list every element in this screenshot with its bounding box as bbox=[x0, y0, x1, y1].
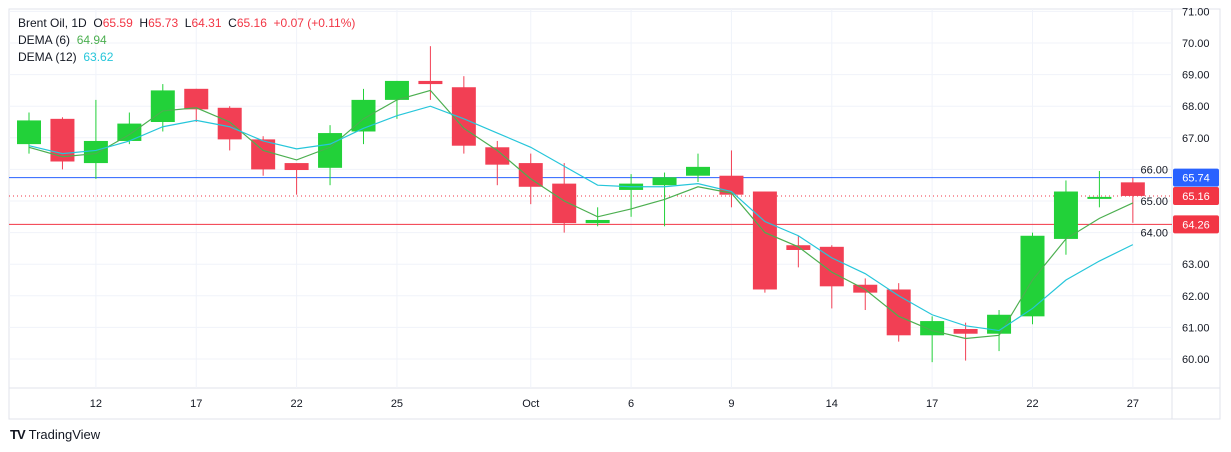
candle-body bbox=[920, 321, 945, 336]
brand-name: TradingView bbox=[28, 427, 101, 442]
legend-dema6[interactable]: DEMA (6) 64.94 bbox=[18, 32, 355, 49]
candle-body bbox=[217, 107, 242, 140]
candle-body bbox=[50, 118, 75, 162]
time-tick-label: 12 bbox=[90, 398, 102, 410]
price-tick-label: 70.00 bbox=[1182, 38, 1210, 50]
candle-body bbox=[886, 289, 911, 336]
dema6-value: 64.94 bbox=[76, 33, 107, 47]
candle-body bbox=[184, 88, 209, 110]
time-tick-label: 9 bbox=[728, 398, 734, 410]
price-tick-label: 65.00 bbox=[1140, 196, 1168, 208]
dema6-line bbox=[28, 89, 1134, 340]
candle-body bbox=[1120, 182, 1145, 196]
price-label-text: 64.26 bbox=[1182, 219, 1210, 231]
candle-body bbox=[485, 147, 510, 165]
low-value: 64.31 bbox=[191, 16, 222, 30]
time-tick-label: 22 bbox=[290, 398, 302, 410]
legend: Brent Oil, 1D O65.59 H65.73 L64.31 C65.1… bbox=[18, 15, 355, 66]
candle-body bbox=[384, 80, 409, 100]
time-tick-label: 17 bbox=[190, 398, 202, 410]
price-tick-label: 64.00 bbox=[1140, 228, 1168, 240]
price-tick-label: 62.00 bbox=[1182, 291, 1210, 303]
candle-body bbox=[117, 123, 142, 141]
price-label-text: 65.74 bbox=[1182, 173, 1210, 185]
candle-body bbox=[1020, 235, 1045, 317]
high-value: 65.73 bbox=[148, 16, 179, 30]
dema12-line bbox=[28, 105, 1134, 332]
change-value: +0.07 (+0.11%) bbox=[273, 16, 356, 30]
time-tick-label: 25 bbox=[391, 398, 403, 410]
dema6-name: DEMA (6) bbox=[18, 33, 71, 47]
candle-body bbox=[518, 163, 543, 187]
time-tick-label: Oct bbox=[522, 398, 539, 410]
symbol-name[interactable]: Brent Oil bbox=[18, 16, 65, 30]
candle-body bbox=[17, 120, 41, 145]
time-tick-label: 14 bbox=[826, 398, 838, 410]
candle-body bbox=[686, 166, 710, 176]
candle-body bbox=[853, 284, 878, 293]
time-tick-label: 17 bbox=[926, 398, 938, 410]
dema12-value: 63.62 bbox=[83, 50, 114, 64]
candle-body bbox=[83, 140, 108, 164]
price-tick-label: 61.00 bbox=[1182, 322, 1210, 334]
open-value: 65.59 bbox=[102, 16, 133, 30]
candle-body bbox=[1087, 196, 1112, 199]
price-label-text: 65.16 bbox=[1182, 191, 1210, 203]
price-label-badge bbox=[1173, 215, 1219, 234]
price-label-badge bbox=[1173, 186, 1219, 205]
dema12-name: DEMA (12) bbox=[18, 50, 77, 64]
price-tick-label: 67.00 bbox=[1182, 133, 1210, 145]
time-tick-label: 22 bbox=[1026, 398, 1038, 410]
price-tick-label: 68.00 bbox=[1182, 101, 1210, 113]
time-tick-label: 6 bbox=[628, 398, 634, 410]
interval: 1D bbox=[71, 16, 87, 30]
time-tick-label: 27 bbox=[1127, 398, 1139, 410]
legend-dema12[interactable]: DEMA (12) 63.62 bbox=[18, 49, 355, 66]
candle-body bbox=[451, 87, 476, 146]
legend-symbol-row: Brent Oil, 1D O65.59 H65.73 L64.31 C65.1… bbox=[18, 16, 356, 30]
candle-body bbox=[652, 177, 677, 186]
chart-frame bbox=[8, 8, 1221, 420]
tradingview-logo[interactable]: TV TradingView bbox=[10, 427, 100, 442]
candle-body bbox=[585, 219, 610, 224]
candle-body bbox=[786, 245, 811, 250]
price-tick-label: 63.00 bbox=[1182, 259, 1210, 271]
close-value: 65.16 bbox=[236, 16, 267, 30]
price-tick-label: 60.00 bbox=[1182, 354, 1210, 366]
price-tick-label: 69.00 bbox=[1182, 70, 1210, 82]
candle-body bbox=[953, 328, 978, 334]
candle-body bbox=[1053, 191, 1078, 239]
price-tick-label: 66.00 bbox=[1140, 164, 1168, 176]
candle-body bbox=[987, 314, 1012, 334]
tv-logo-icon: TV bbox=[10, 427, 26, 442]
price-tick-label: 71.00 bbox=[1182, 6, 1210, 18]
price-label-badge bbox=[1173, 168, 1219, 187]
candle-body bbox=[552, 183, 577, 224]
candle-body bbox=[284, 163, 309, 171]
candle-body bbox=[752, 191, 777, 290]
candle-body bbox=[418, 80, 443, 85]
